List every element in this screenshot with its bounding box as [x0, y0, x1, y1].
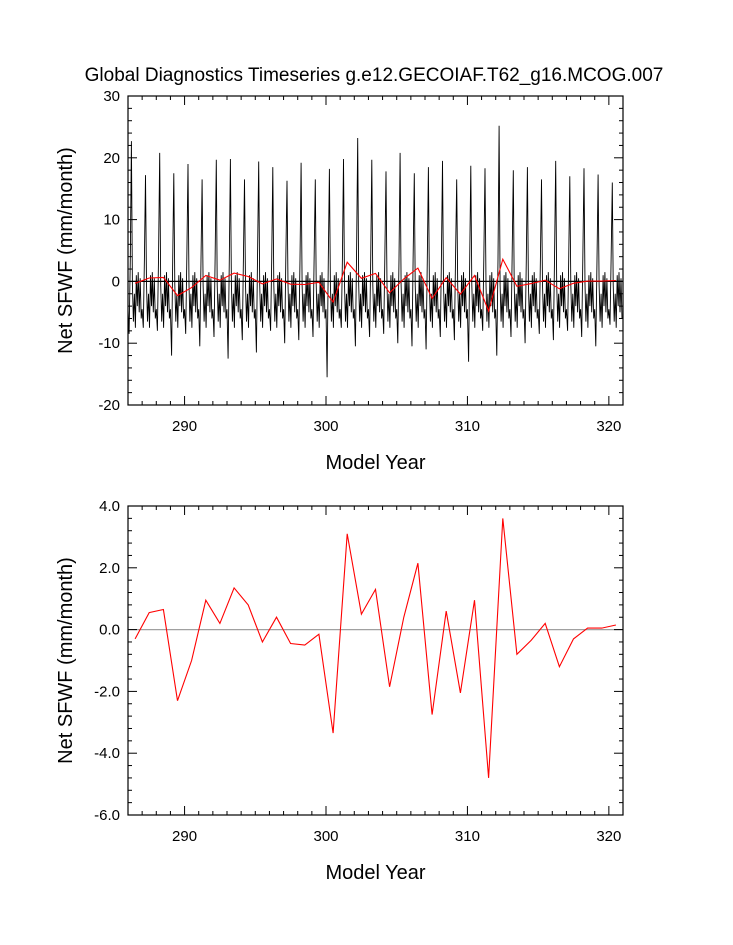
series-line-monthly	[128, 125, 623, 378]
x-tick-label: 310	[455, 418, 480, 435]
y-tick-label: -6.0	[94, 807, 120, 824]
x-axis-label: Model Year	[325, 452, 425, 474]
y-axis-label: Net SFWF (mm/month)	[55, 557, 77, 764]
x-tick-label: 320	[596, 418, 621, 435]
y-tick-label: -2.0	[94, 683, 120, 700]
x-tick-label: 320	[596, 828, 621, 845]
y-tick-label: 10	[103, 212, 120, 229]
y-tick-label: 0.0	[99, 622, 120, 639]
y-tick-label: 2.0	[99, 560, 120, 577]
x-axis-label: Model Year	[325, 862, 425, 884]
y-tick-label: 20	[103, 150, 120, 167]
x-tick-label: 310	[455, 828, 480, 845]
bottom-panel: 290 300 310 320 -6.0 -4.0 -2.0 0.0 2.0 4.0 Model Y…	[55, 498, 624, 884]
series-line-annual	[134, 518, 617, 778]
x-tick-label: 300	[313, 828, 338, 845]
y-tick-label: -20	[98, 397, 120, 414]
plot-frame	[127, 505, 624, 816]
y-tick-label: -10	[98, 335, 120, 352]
y-axis-label: Net SFWF (mm/month)	[55, 147, 77, 354]
y-tick-label: -4.0	[94, 745, 120, 762]
x-tick-label: 290	[172, 418, 197, 435]
y-tick-label: 30	[103, 88, 120, 105]
x-tick-label: 290	[172, 828, 197, 845]
chart-title: Global Diagnostics Timeseries g.e12.GECO…	[85, 65, 664, 86]
top-panel: 290 300 310 320 -20 -10 0 10 20 30 Model Year Net S…	[55, 88, 624, 474]
series-line-annual	[134, 257, 616, 313]
y-tick-label: 0	[112, 273, 120, 290]
plot-frame	[127, 95, 624, 406]
y-tick-label: 4.0	[99, 498, 120, 515]
x-tick-label: 300	[313, 418, 338, 435]
